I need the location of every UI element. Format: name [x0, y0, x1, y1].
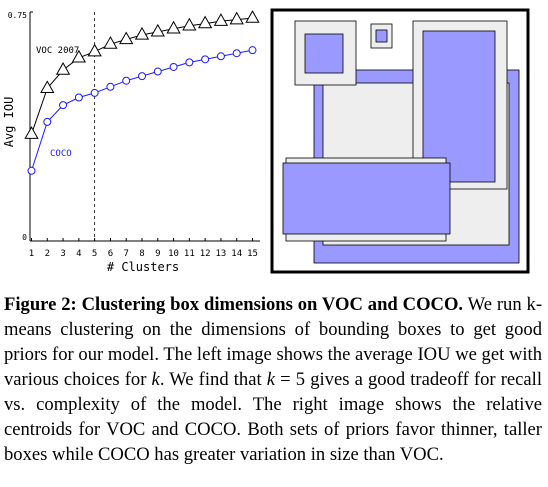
- x-tick-label: 10: [168, 249, 179, 259]
- coco-point: [27, 166, 36, 175]
- voc-point: [55, 61, 71, 75]
- x-tick-label: 2: [45, 249, 50, 259]
- x-tick-label: 12: [200, 249, 211, 259]
- voc-point: [197, 15, 213, 29]
- y-axis-label: Avg IOU: [2, 97, 16, 148]
- x-tick-label: 4: [76, 249, 81, 259]
- voc-point: [245, 10, 260, 23]
- voc-point: [229, 11, 244, 25]
- caption-var-k: k: [266, 369, 276, 390]
- y-tick-label: 0.75: [8, 11, 27, 20]
- coco-centroid-tall: [422, 30, 496, 183]
- figure-caption: Figure 2: Clustering box dimensions on V…: [4, 292, 542, 467]
- series-lines: [31, 17, 253, 171]
- coco-centroid-small: [375, 29, 388, 43]
- x-tick-label: 5: [92, 249, 97, 259]
- caption-body-2: . We find that: [159, 369, 267, 390]
- series-markers: [24, 10, 260, 175]
- box-centroids-panel: [270, 8, 530, 274]
- caption-var-k: k: [151, 369, 160, 390]
- x-tick-label: 7: [124, 249, 129, 259]
- coco-point: [59, 101, 68, 110]
- coco-point: [122, 76, 131, 85]
- x-tick-label: 9: [155, 249, 160, 259]
- coco-point: [169, 62, 178, 71]
- x-tick-label: 15: [247, 249, 258, 259]
- voc-point: [71, 49, 87, 63]
- voc-point: [24, 126, 39, 139]
- x-tick-label: 3: [60, 249, 65, 259]
- voc-point: [182, 17, 197, 31]
- iou-vs-clusters-chart: 00.75 1 2 3 4 5 6 7 8 9 10 11 12 13 14 15 VOC 2007 COC…: [2, 10, 260, 274]
- x-tick-label: 6: [108, 249, 113, 259]
- voc-point: [103, 36, 118, 49]
- x-tick-label: 8: [139, 249, 144, 259]
- y-tick-label: 0: [22, 233, 27, 242]
- x-tick-label: 13: [216, 249, 227, 259]
- caption-body-3: = 5 gives a good tradeoff for recall vs.…: [4, 369, 542, 465]
- series-label-voc: VOC 2007: [36, 46, 79, 56]
- coco-point: [248, 46, 257, 55]
- coco-point: [74, 93, 83, 102]
- coco-point: [153, 67, 162, 76]
- voc-point: [40, 80, 55, 94]
- voc-point: [134, 26, 150, 40]
- coco-point: [106, 82, 115, 91]
- x-tick-label: 14: [231, 249, 242, 259]
- voc-point: [150, 23, 165, 37]
- voc-point: [166, 20, 181, 34]
- coco-point: [201, 55, 210, 64]
- voc-point: [119, 31, 134, 45]
- caption-title: Clustering box dimensions on VOC and COC…: [81, 294, 464, 315]
- coco-point: [216, 52, 225, 61]
- caption-body-1: We run k-means clustering on the dimensi…: [4, 294, 543, 390]
- figure-label: Figure 2:: [4, 294, 77, 315]
- x-tick-label: 1: [29, 249, 34, 259]
- series-label-coco: COCO: [50, 149, 72, 159]
- voc-point: [213, 13, 229, 26]
- coco-centroid-medium: [304, 33, 344, 74]
- coco-point: [138, 72, 146, 81]
- x-tick-label: 11: [184, 249, 195, 259]
- coco-point: [90, 88, 99, 97]
- voc-point: [87, 43, 102, 57]
- x-axis-label: # Clusters: [107, 260, 179, 274]
- coco-point: [185, 58, 194, 67]
- coco-point: [232, 49, 241, 58]
- coco-point: [43, 117, 52, 126]
- x-ticks: 1 2 3 4 5 6 7 8 9 10 11 12 13 14 15: [29, 238, 258, 259]
- coco-centroid-wide: [282, 162, 451, 235]
